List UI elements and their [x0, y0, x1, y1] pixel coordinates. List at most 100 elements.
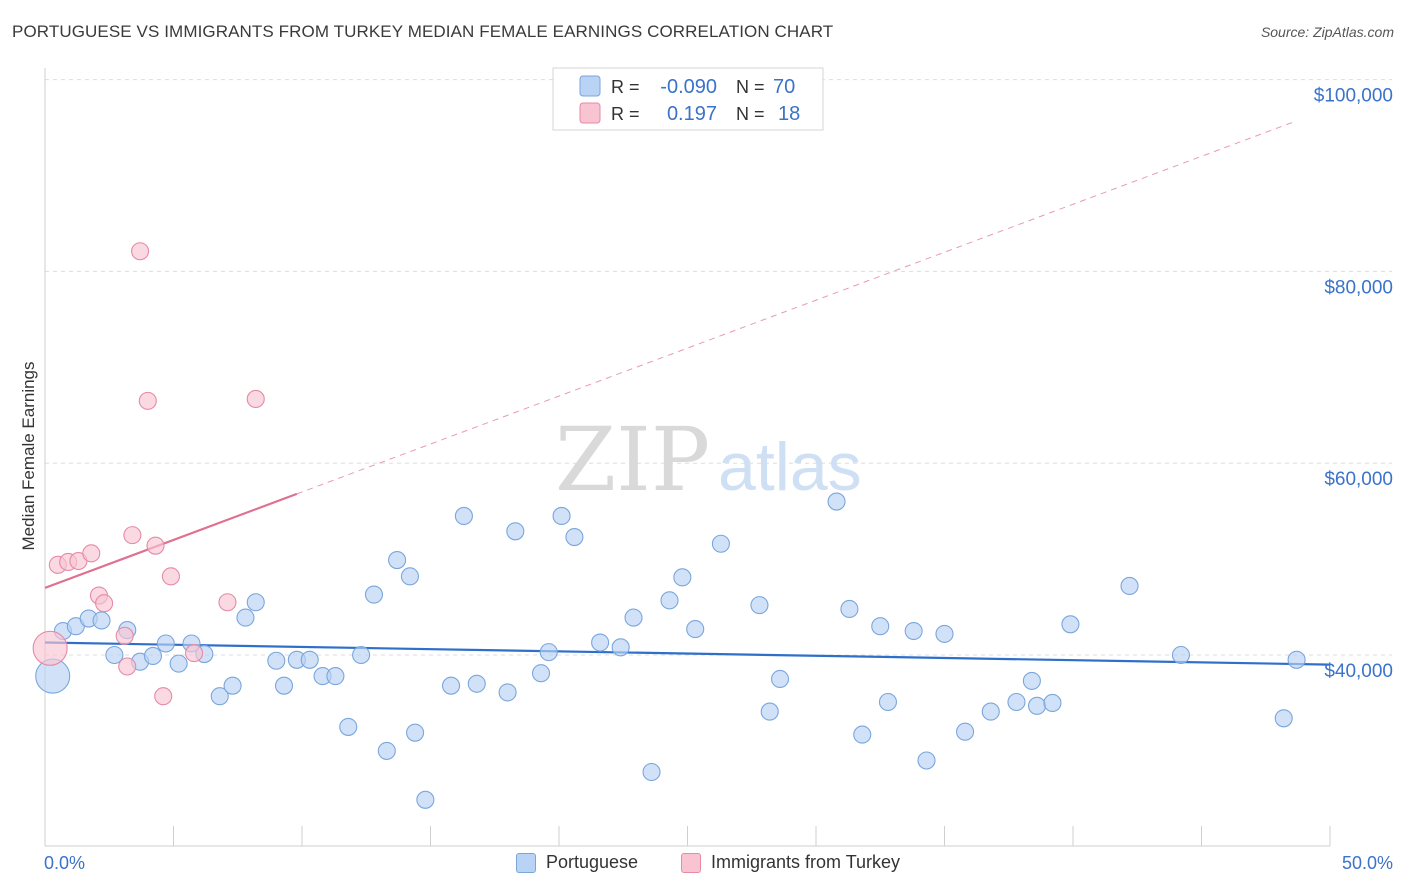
stats-box: R = -0.090 N = 70 R = 0.197 N = 18 [552, 67, 824, 131]
point-portuguese [935, 624, 954, 643]
point-turkey [32, 630, 68, 666]
point-portuguese [539, 643, 558, 662]
point-turkey [118, 657, 137, 676]
point-portuguese [210, 687, 229, 706]
stats-swatch-pink [579, 102, 601, 124]
y-tick-label-40000: $40,000 [1324, 661, 1393, 682]
point-portuguese [454, 506, 473, 525]
point-portuguese [388, 551, 407, 570]
point-portuguese [1007, 692, 1026, 712]
legend-swatch-blue [516, 852, 536, 873]
point-portuguese [840, 599, 859, 619]
point-portuguese [871, 617, 890, 636]
point-portuguese [917, 751, 936, 770]
point-portuguese [770, 669, 790, 689]
point-portuguese [981, 702, 1000, 721]
point-portuguese [1274, 709, 1293, 728]
point-portuguese [827, 492, 846, 511]
point-portuguese [339, 717, 358, 736]
point-portuguese [1061, 615, 1080, 634]
point-turkey [146, 536, 165, 555]
point-portuguese [853, 725, 872, 744]
point-portuguese [274, 676, 294, 695]
legend-label-portuguese: Portuguese [546, 852, 639, 872]
point-portuguese [1287, 650, 1306, 669]
data-points [32, 242, 1306, 809]
point-portuguese [92, 611, 111, 630]
point-portuguese [624, 608, 643, 627]
point-portuguese [506, 522, 525, 541]
point-portuguese [467, 674, 486, 693]
watermark: ZIP atlas [555, 408, 862, 511]
point-portuguese [591, 633, 610, 652]
trend-line-turkey-extension [296, 120, 1297, 495]
watermark-zip: ZIP [555, 408, 710, 511]
point-turkey [115, 626, 134, 645]
point-portuguese [686, 620, 705, 639]
point-portuguese [326, 667, 345, 686]
stats-n-label-1: N = [736, 77, 765, 97]
point-portuguese [552, 506, 571, 525]
point-portuguese [300, 650, 319, 669]
point-turkey [95, 594, 114, 613]
x-max-label: 50.0% [1342, 853, 1393, 873]
point-portuguese [673, 568, 692, 587]
point-turkey [185, 644, 204, 663]
stats-n-value-2: 18 [778, 103, 800, 125]
stats-r-label-1: R = [611, 77, 640, 97]
point-portuguese [531, 664, 551, 683]
stats-r-value-1: -0.090 [660, 76, 717, 98]
point-portuguese [750, 596, 769, 615]
point-portuguese [156, 634, 175, 653]
point-portuguese [169, 654, 188, 673]
point-portuguese [565, 527, 584, 547]
point-turkey [82, 544, 101, 563]
point-portuguese [105, 645, 124, 665]
point-turkey [138, 391, 157, 410]
x-ticks [173, 826, 1331, 846]
y-axis-title: Median Female Earnings [19, 362, 38, 551]
point-portuguese [400, 567, 419, 586]
point-portuguese [1022, 671, 1041, 690]
source-label: Source: ZipAtlas.com [1260, 24, 1394, 40]
point-portuguese [498, 683, 517, 702]
point-turkey [161, 567, 180, 586]
point-portuguese [246, 593, 265, 612]
point-portuguese [760, 702, 779, 721]
point-portuguese [660, 591, 679, 610]
point-portuguese [364, 585, 384, 604]
point-portuguese [352, 645, 371, 665]
x-min-label: 0.0% [44, 853, 85, 873]
point-portuguese [642, 762, 661, 782]
gridlines [45, 79, 1392, 656]
watermark-atlas: atlas [718, 429, 862, 505]
legend-item-turkey[interactable]: Immigrants from Turkey [681, 852, 900, 873]
point-portuguese [1043, 693, 1062, 713]
point-portuguese [956, 722, 975, 741]
trend-line-portuguese [44, 641, 1331, 666]
point-turkey [246, 389, 265, 408]
point-turkey [131, 242, 150, 261]
stats-n-label-2: N = [736, 104, 765, 124]
y-tick-label-100000: $100,000 [1314, 86, 1393, 107]
stats-r-label-2: R = [611, 104, 640, 124]
chart-title: PORTUGUESE VS IMMIGRANTS FROM TURKEY MED… [12, 22, 834, 41]
point-portuguese [611, 638, 630, 657]
point-turkey [218, 593, 237, 612]
point-portuguese [223, 676, 242, 695]
legend-label-turkey: Immigrants from Turkey [711, 852, 901, 872]
point-turkey [123, 526, 142, 545]
point-portuguese [1120, 576, 1139, 596]
point-portuguese [904, 621, 923, 641]
point-portuguese [267, 651, 286, 670]
stats-swatch-blue [579, 75, 601, 97]
point-portuguese [1171, 645, 1190, 665]
y-tick-labels: $40,000 $60,000 $80,000 $100,000 [1314, 86, 1393, 682]
trend-line-turkey [44, 492, 298, 589]
legend-item-portuguese[interactable]: Portuguese [516, 852, 638, 873]
y-tick-label-60000: $60,000 [1324, 469, 1393, 490]
point-portuguese [143, 646, 162, 666]
point-portuguese [711, 534, 730, 553]
point-portuguese [442, 676, 461, 695]
